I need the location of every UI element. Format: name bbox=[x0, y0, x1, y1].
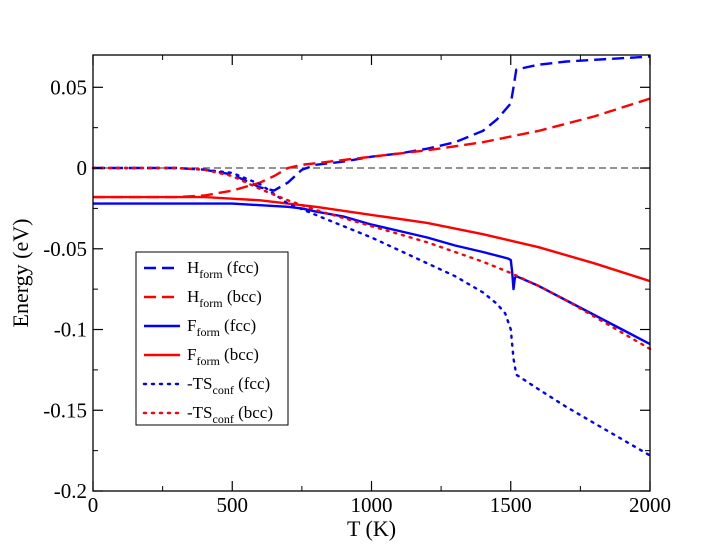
x-tick-label: 2000 bbox=[629, 493, 671, 517]
series-line-1 bbox=[93, 55, 651, 192]
x-tick-label: 1000 bbox=[351, 493, 393, 517]
legend-label-6: -TSconf (bcc) bbox=[187, 403, 273, 426]
y-tick-label: -0.05 bbox=[43, 237, 87, 261]
legend-box bbox=[135, 251, 289, 426]
x-axis-title: T (K) bbox=[347, 516, 396, 541]
y-tick-label: -0.1 bbox=[54, 318, 87, 342]
legend-label-4: Fform (bcc) bbox=[187, 345, 259, 368]
x-tick-label: 500 bbox=[217, 493, 249, 517]
series-line-5 bbox=[91, 166, 652, 457]
y-tick-label: -0.15 bbox=[43, 398, 87, 422]
series-line-2 bbox=[93, 97, 651, 199]
legend-label-1: Hform (fcc) bbox=[187, 258, 259, 281]
series-line-6 bbox=[91, 166, 652, 351]
legend-label-5: -TSconf (fcc) bbox=[187, 374, 270, 397]
x-tick-label: 1500 bbox=[490, 493, 532, 517]
y-tick-label: 0.05 bbox=[50, 75, 87, 99]
x-tick-label: 0 bbox=[88, 493, 99, 517]
legend-label-3: Fform (fcc) bbox=[187, 316, 256, 339]
legend-label-2: Hform (bcc) bbox=[187, 287, 262, 310]
y-tick-label: -0.2 bbox=[54, 479, 87, 503]
y-tick-label: 0 bbox=[77, 156, 88, 180]
series-line-4 bbox=[93, 195, 651, 283]
y-axis-title: Energy (eV) bbox=[8, 219, 33, 328]
